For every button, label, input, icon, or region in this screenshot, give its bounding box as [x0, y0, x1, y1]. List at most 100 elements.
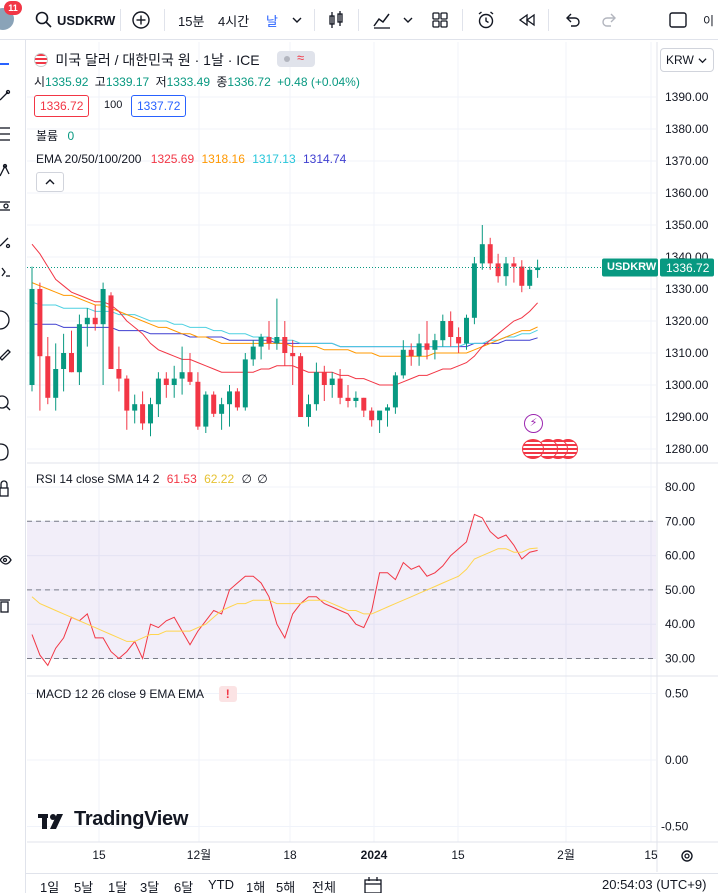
range-button-0[interactable]: 1일 — [40, 880, 60, 893]
price-tag-symbol-bg — [602, 258, 658, 277]
economic-events-icon[interactable] — [522, 439, 586, 459]
candle-body — [408, 349, 414, 357]
candle-body — [258, 337, 264, 347]
symbol-search-button[interactable]: USDKRW — [34, 0, 115, 40]
indicators-button[interactable] — [372, 0, 392, 40]
gear-icon[interactable] — [679, 848, 695, 864]
buy-price-button[interactable]: 1337.72 — [131, 95, 187, 117]
corner-label: 이 — [703, 13, 715, 28]
alarm-clock-icon — [478, 11, 494, 29]
interval-4h-button[interactable]: 4시간 — [218, 13, 250, 29]
candle — [92, 305, 98, 331]
chevron-down-icon — [292, 17, 302, 23]
clock[interactable]: 20:54:03 (UTC+9) — [602, 877, 707, 892]
replay-button[interactable] — [517, 0, 537, 40]
market-status-badge[interactable]: ≈ — [276, 50, 315, 67]
ema200-value: 1314.74 — [302, 152, 347, 166]
range-button-3[interactable]: 3달 — [140, 880, 160, 893]
volume-label[interactable]: 볼륨 — [36, 129, 59, 143]
candle — [242, 353, 248, 411]
candle-body — [313, 372, 319, 405]
candle — [432, 333, 438, 360]
trash-tool-icon — [0, 599, 10, 613]
candle-body — [171, 378, 177, 385]
last-price-tag — [602, 258, 714, 277]
candle — [511, 257, 517, 283]
time-tick-label: 2월 — [557, 848, 575, 862]
candle — [385, 404, 390, 427]
price-tag-value-bg — [660, 258, 714, 277]
candle — [408, 343, 414, 366]
time-tick-label: 18 — [283, 848, 297, 862]
brush-tool-icon — [0, 237, 11, 249]
rsi-sma-value: 62.22 — [204, 472, 235, 486]
candle-body — [203, 394, 209, 427]
ema-label[interactable]: EMA 20/50/100/200 — [36, 152, 142, 166]
indicators-dropdown[interactable] — [403, 0, 413, 40]
candle-body — [274, 337, 280, 344]
candle-body — [392, 375, 398, 408]
rsi-axis: 80.00 70.00 60.00 50.00 40.00 30.00 — [665, 480, 695, 666]
sell-price-button[interactable]: 1336.72 — [34, 95, 90, 117]
range-button-7[interactable]: 5해 — [276, 880, 296, 893]
candle — [487, 237, 493, 270]
layout-button[interactable] — [430, 0, 450, 40]
rsi-legend[interactable]: RSI 14 close SMA 14 2 61.53 62.22 ∅ ∅ — [36, 472, 268, 486]
candle-body — [345, 397, 351, 401]
candle-body — [227, 391, 232, 405]
rewind-icon — [518, 13, 535, 27]
macd-legend[interactable]: MACD 12 26 close 9 EMA EMA ! — [36, 686, 237, 702]
lock-tool-icon — [0, 480, 9, 497]
range-button-8[interactable]: 전체 — [312, 880, 336, 893]
rsi-extra-1: ∅ — [241, 472, 252, 486]
alert-button[interactable] — [476, 0, 496, 40]
fullscreen-button[interactable] — [668, 0, 688, 40]
chart-type-button[interactable] — [326, 0, 346, 40]
dividend-event-icon[interactable]: ⚡ — [524, 414, 543, 433]
candle — [416, 333, 422, 366]
candle — [203, 391, 209, 433]
range-button-5[interactable]: YTD — [208, 877, 234, 892]
macd-warning-icon[interactable]: ! — [218, 686, 237, 702]
candle — [448, 311, 454, 347]
candle — [76, 314, 82, 385]
interval-dropdown[interactable] — [292, 0, 302, 40]
price-tick-label: 1370.00 — [665, 154, 709, 168]
symbol-title[interactable]: 미국 달러 / 대한민국 원 · 1날 · ICE — [55, 52, 260, 68]
currency-select[interactable]: KRW — [660, 48, 714, 72]
divider — [358, 9, 359, 31]
candle-body — [456, 337, 462, 344]
chevron-down-icon — [698, 58, 707, 64]
ema20-value: 1325.69 — [150, 152, 195, 166]
candle — [53, 343, 59, 411]
interval-15m-button[interactable]: 15분 — [178, 13, 205, 29]
price-tick-label: 1330.00 — [665, 282, 709, 296]
candle — [258, 333, 264, 360]
interval-day-button[interactable]: 날 — [266, 13, 278, 29]
redo-button[interactable] — [600, 0, 620, 40]
candle-body — [250, 346, 256, 360]
macd-axis: 0.50 0.00 -0.50 — [661, 687, 689, 834]
open-label: 시 — [34, 75, 46, 89]
undo-button[interactable] — [562, 0, 582, 40]
candle-body — [69, 353, 74, 373]
range-button-4[interactable]: 6달 — [174, 880, 194, 893]
candle-body — [163, 378, 169, 385]
symbol-name: USDKRW — [57, 12, 116, 28]
pane-separators — [27, 42, 718, 872]
candles-icon — [329, 11, 343, 28]
candle — [282, 321, 288, 366]
macd-tick-label: -0.50 — [661, 820, 689, 834]
range-button-6[interactable]: 1해 — [246, 880, 266, 893]
chevron-down-icon — [403, 17, 413, 23]
zoom-tool-icon — [0, 395, 11, 411]
candle-body — [234, 391, 240, 408]
range-button-1[interactable]: 5날 — [74, 880, 94, 893]
forecast-tool-icon — [0, 201, 10, 211]
price-tag-symbol: USDKRW — [607, 261, 657, 273]
calendar-icon[interactable] — [364, 877, 382, 893]
compare-button[interactable] — [131, 0, 151, 40]
range-button-2[interactable]: 1달 — [108, 880, 128, 893]
collapse-legend-button[interactable] — [36, 172, 64, 192]
